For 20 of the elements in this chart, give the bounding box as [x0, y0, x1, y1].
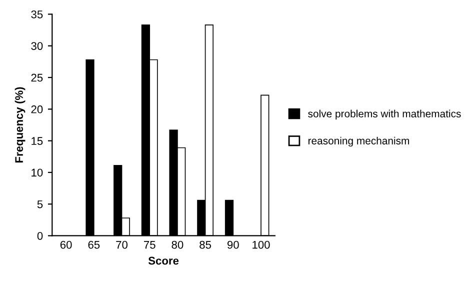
- y-tick-label: 15: [32, 137, 43, 145]
- x-tick-label: 80: [172, 240, 184, 249]
- x-tick-label: 90: [227, 240, 239, 249]
- x-tick-label: 65: [88, 240, 100, 249]
- y-tick-label: 30: [31, 42, 43, 50]
- x-axis-title: Score: [148, 256, 179, 265]
- x-tick-label: 75: [144, 240, 156, 249]
- y-tick-label: 20: [31, 105, 43, 114]
- x-tick-label: 70: [116, 240, 128, 249]
- y-tick-label: 25: [31, 74, 43, 82]
- y-tick-label: 0: [37, 232, 43, 240]
- y-tick-label: 10: [32, 168, 43, 177]
- x-tick-label: 60: [60, 240, 72, 249]
- x-tick-label: 85: [200, 240, 212, 249]
- y-axis-title: Frequency (%): [14, 87, 26, 162]
- legend-label: reasoning mechanism: [308, 136, 409, 147]
- y-tick-label: 35: [31, 10, 43, 18]
- legend-label: solve problems with mathematics: [308, 110, 461, 120]
- y-tick-label: 5: [37, 200, 43, 208]
- x-tick-label: 100: [252, 240, 270, 249]
